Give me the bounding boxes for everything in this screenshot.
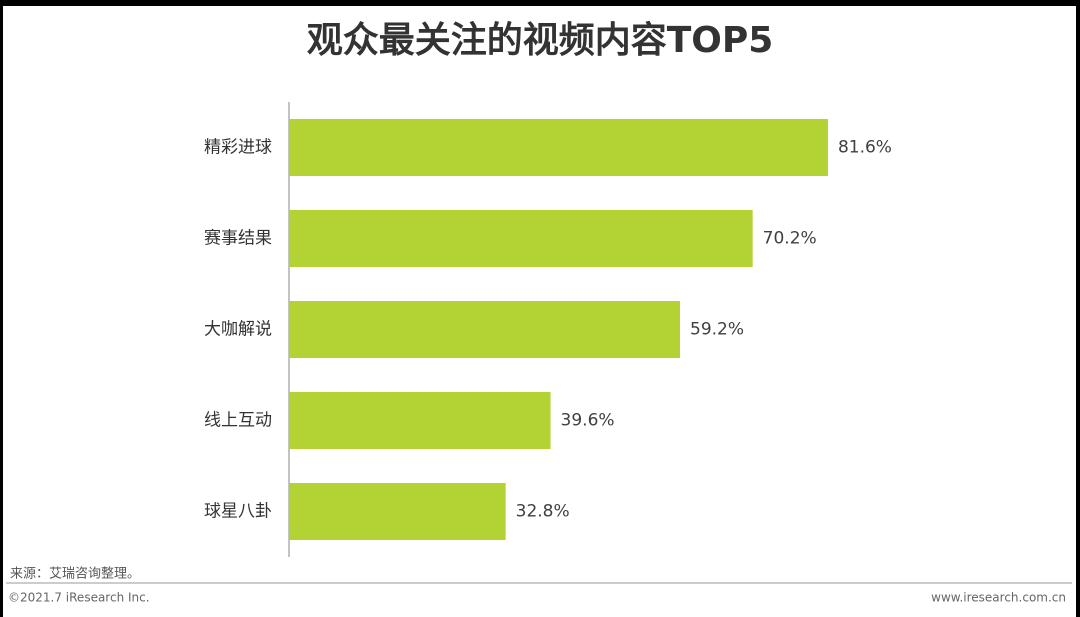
- bar: [289, 210, 753, 267]
- value-label: 32.8%: [516, 502, 570, 522]
- chart-title: 观众最关注的视频内容TOP5: [307, 20, 774, 61]
- frame-right: [1076, 0, 1080, 617]
- value-label: 81.6%: [838, 138, 892, 158]
- frame-top: [0, 0, 1080, 6]
- bar: [289, 483, 506, 540]
- website: www.iresearch.com.cn: [931, 591, 1066, 605]
- bar: [289, 392, 551, 449]
- source-note: 来源：艾瑞咨询整理。: [10, 567, 140, 582]
- category-label: 精彩进球: [204, 138, 272, 158]
- category-label: 大咖解说: [204, 320, 272, 340]
- copyright: ©2021.7 iResearch Inc.: [8, 591, 150, 605]
- category-label: 赛事结果: [204, 228, 272, 249]
- value-label: 39.6%: [561, 411, 615, 431]
- frame-left: [0, 0, 3, 617]
- bar: [289, 119, 828, 176]
- bar: [289, 301, 681, 358]
- category-label: 球星八卦: [204, 502, 272, 522]
- value-label: 70.2%: [763, 229, 817, 249]
- category-label: 线上互动: [204, 411, 272, 431]
- value-label: 59.2%: [690, 320, 744, 340]
